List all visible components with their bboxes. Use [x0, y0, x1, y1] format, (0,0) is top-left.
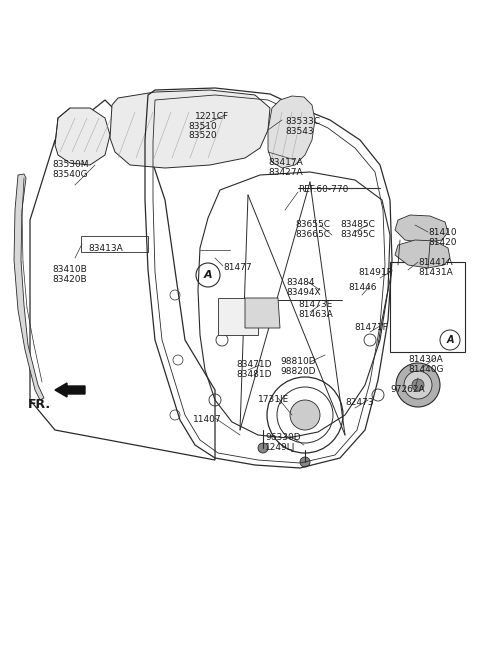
Text: 81431A: 81431A	[418, 268, 453, 277]
Polygon shape	[395, 240, 450, 268]
Circle shape	[300, 457, 310, 467]
Circle shape	[396, 363, 440, 407]
Text: 83655C: 83655C	[295, 220, 330, 229]
Text: 83520: 83520	[188, 131, 216, 140]
Polygon shape	[245, 298, 280, 328]
Text: 81473E: 81473E	[298, 300, 332, 309]
Text: 83485C: 83485C	[340, 220, 375, 229]
Polygon shape	[395, 215, 448, 243]
Circle shape	[290, 400, 320, 430]
Circle shape	[258, 443, 268, 453]
Text: 83413A: 83413A	[88, 244, 123, 253]
Text: 83427A: 83427A	[268, 168, 302, 177]
Polygon shape	[110, 90, 270, 168]
Text: 81477: 81477	[223, 263, 252, 272]
Circle shape	[404, 371, 432, 399]
Text: 83494X: 83494X	[286, 288, 321, 297]
Text: 83484: 83484	[286, 278, 314, 287]
Text: 97262A: 97262A	[390, 385, 425, 394]
Text: 96330D: 96330D	[265, 433, 300, 442]
Polygon shape	[55, 108, 110, 165]
Text: 81440G: 81440G	[408, 365, 444, 374]
Text: A: A	[204, 270, 212, 280]
Text: FR.: FR.	[28, 398, 51, 411]
Polygon shape	[268, 96, 315, 168]
Text: 98820D: 98820D	[280, 367, 315, 376]
Text: 11407: 11407	[193, 415, 222, 424]
Text: 83665C: 83665C	[295, 230, 330, 239]
Text: 82473: 82473	[345, 398, 373, 407]
Text: 81491F: 81491F	[358, 268, 392, 277]
Text: 83417A: 83417A	[268, 158, 303, 167]
Text: 1221CF: 1221CF	[195, 112, 229, 121]
Text: 83481D: 83481D	[236, 370, 272, 379]
Text: 81410: 81410	[428, 228, 456, 237]
Text: 81463A: 81463A	[298, 310, 333, 319]
Text: 83530M: 83530M	[52, 160, 88, 169]
Circle shape	[412, 379, 424, 391]
Text: 83540G: 83540G	[52, 170, 88, 179]
Text: A: A	[446, 335, 454, 345]
Text: 1249LJ: 1249LJ	[265, 443, 295, 452]
Text: REF.60-770: REF.60-770	[298, 185, 348, 194]
Text: 83510: 83510	[188, 122, 217, 131]
Polygon shape	[14, 174, 44, 400]
Text: 83471D: 83471D	[236, 360, 272, 369]
Polygon shape	[218, 298, 258, 335]
Text: 81420: 81420	[428, 238, 456, 247]
FancyArrow shape	[55, 383, 85, 397]
Text: 83495C: 83495C	[340, 230, 375, 239]
Text: 81471F: 81471F	[354, 323, 388, 332]
Text: 1731JE: 1731JE	[258, 395, 289, 404]
Text: 81441A: 81441A	[418, 258, 453, 267]
Text: 98810D: 98810D	[280, 357, 316, 366]
Text: 83543: 83543	[285, 127, 313, 136]
Text: 83420B: 83420B	[52, 275, 86, 284]
Text: 81446: 81446	[348, 283, 376, 292]
Text: 83533C: 83533C	[285, 117, 320, 126]
Text: 81430A: 81430A	[408, 355, 443, 364]
Text: 83410B: 83410B	[52, 265, 87, 274]
